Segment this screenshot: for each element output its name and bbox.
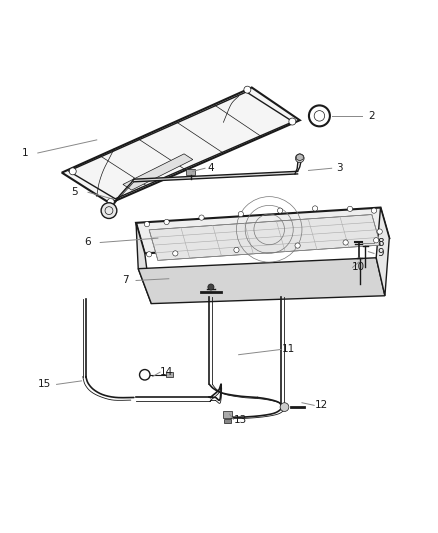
Text: 8: 8 [377,238,384,248]
Polygon shape [149,215,381,261]
Bar [186,169,195,175]
Polygon shape [134,171,297,182]
Text: 12: 12 [315,400,328,410]
Polygon shape [138,258,385,304]
Circle shape [145,222,150,227]
Circle shape [377,229,382,234]
Circle shape [101,203,117,219]
Bar [223,411,232,418]
Circle shape [164,220,169,224]
Circle shape [295,243,300,248]
Circle shape [208,284,214,290]
Polygon shape [296,154,303,161]
Circle shape [147,252,152,257]
Circle shape [244,86,251,93]
Circle shape [371,208,377,213]
Polygon shape [136,223,151,304]
Circle shape [295,154,304,163]
Circle shape [289,118,296,125]
Text: 4: 4 [207,163,214,173]
Circle shape [347,206,353,212]
Circle shape [278,208,283,213]
Circle shape [69,168,76,175]
Circle shape [173,251,178,256]
Circle shape [107,198,114,205]
Bar [166,372,173,377]
Text: 9: 9 [377,248,384,259]
Polygon shape [123,154,193,190]
Text: 14: 14 [160,367,173,377]
Circle shape [343,240,348,245]
Text: 13: 13 [233,415,247,425]
Text: 6: 6 [85,238,92,247]
Text: 15: 15 [38,379,51,390]
Circle shape [312,206,318,211]
Bar [224,419,231,423]
Text: 11: 11 [282,344,296,354]
Text: 7: 7 [122,276,128,286]
Circle shape [374,238,379,243]
Polygon shape [136,207,389,253]
Text: 1: 1 [21,148,28,158]
Text: 10: 10 [352,262,365,272]
Polygon shape [376,207,389,296]
Circle shape [234,247,239,253]
Circle shape [280,403,289,411]
Polygon shape [62,87,300,203]
Text: 3: 3 [336,163,343,173]
Text: 2: 2 [368,111,375,121]
Circle shape [238,212,244,217]
Circle shape [199,215,204,220]
Text: 5: 5 [71,187,78,197]
